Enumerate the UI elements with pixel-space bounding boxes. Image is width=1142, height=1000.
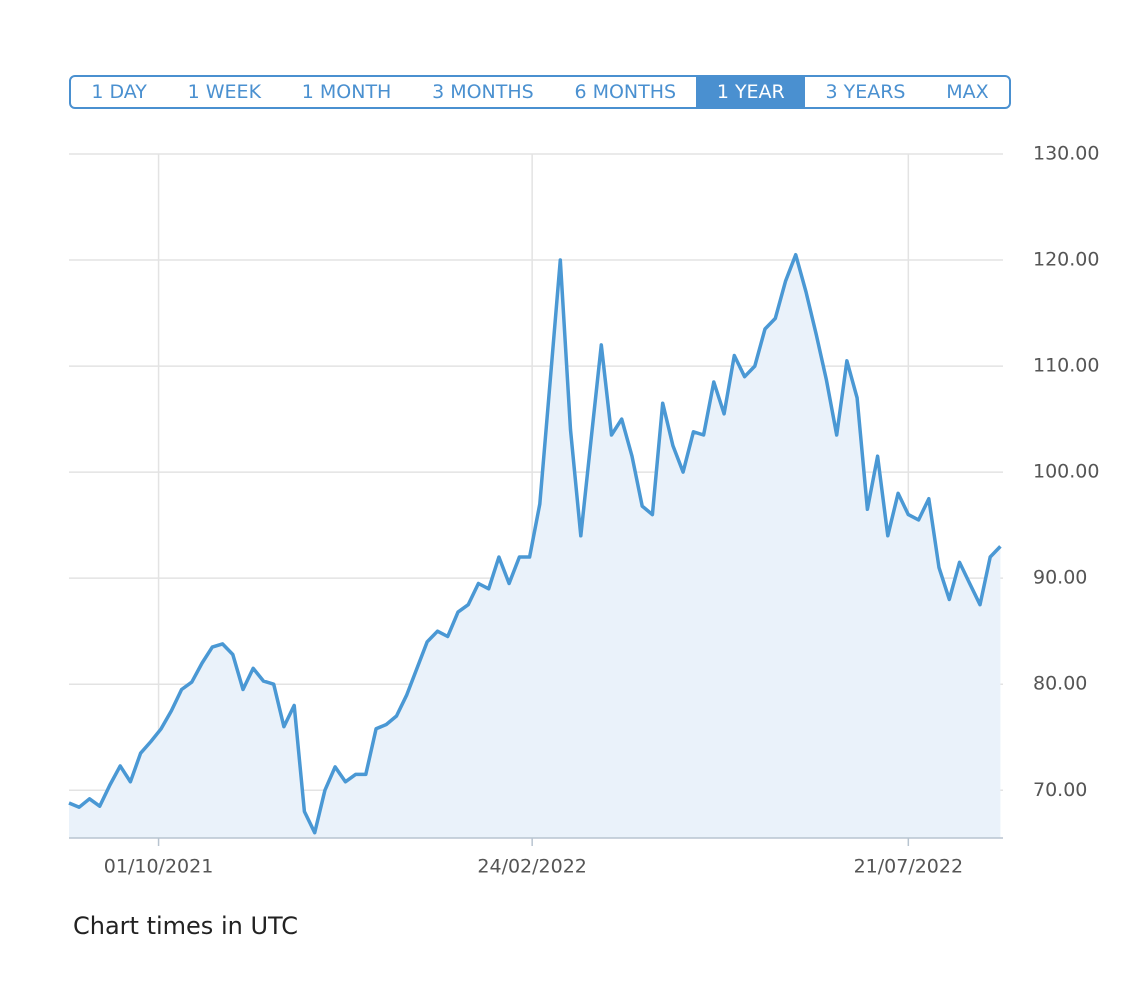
area-fill <box>69 254 1001 838</box>
range-button[interactable]: 1 MONTH <box>301 81 392 103</box>
x-tick-label: 24/02/2022 <box>477 856 587 878</box>
y-tick-label: 80.00 <box>1033 673 1087 695</box>
y-tick-label: 100.00 <box>1033 461 1099 483</box>
range-button[interactable]: 1 WEEK <box>187 81 262 103</box>
y-tick-label: 90.00 <box>1033 567 1087 589</box>
x-tick-label: 01/10/2021 <box>104 856 214 878</box>
y-tick-label: 130.00 <box>1033 143 1099 165</box>
footer-note: Chart times in UTC <box>73 912 299 940</box>
range-button[interactable]: 1 DAY <box>91 81 147 103</box>
time-range-selector: 1 DAY 1 WEEK 1 MONTH 3 MONTHS 6 MONTHS 1 YEAR… <box>69 75 1011 109</box>
range-button[interactable]: MAX <box>946 81 989 103</box>
chart: 70.00 80.00 90.00 100.00 110.00 120.00 130.00 0… <box>68 143 1099 878</box>
price-line <box>68 252 1002 835</box>
y-tick-label: 110.00 <box>1033 355 1099 377</box>
y-tick-label: 70.00 <box>1033 779 1087 801</box>
y-tick-label: 120.00 <box>1033 249 1099 271</box>
range-button[interactable]: 3 MONTHS <box>432 81 534 103</box>
x-tick-label: 21/07/2022 <box>854 856 964 878</box>
range-button[interactable]: 6 MONTHS <box>574 81 677 103</box>
range-button[interactable]: 1 YEAR <box>696 77 806 107</box>
range-button[interactable]: 3 YEARS <box>825 81 906 103</box>
